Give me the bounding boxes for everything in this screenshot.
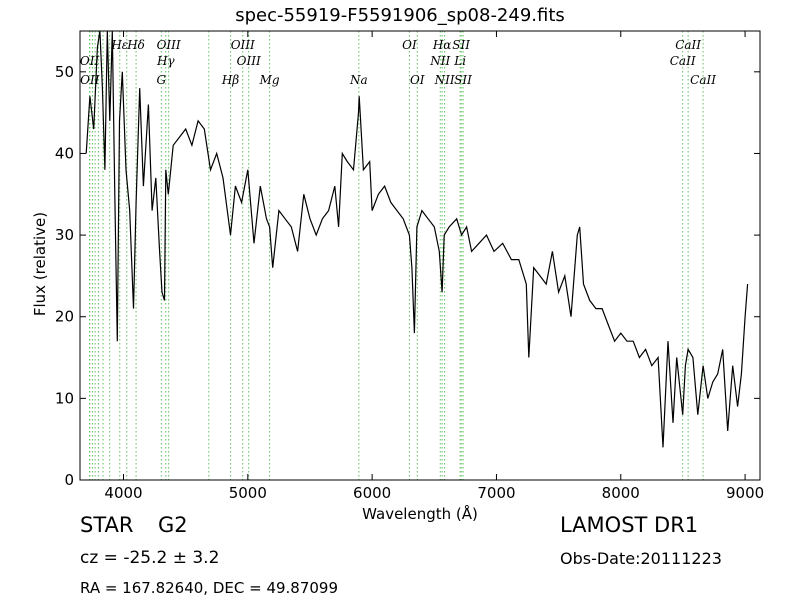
axis-ticks: 4000 5000 6000 7000 8000 9000 0 10 20 30 40 50 (55, 31, 764, 502)
line-marker-label: SII (454, 73, 472, 87)
line-marker-label: OI (402, 38, 417, 52)
line-marker-label: Na (349, 73, 368, 87)
x-tick-label: 5000 (229, 484, 267, 502)
y-tick-label: 20 (55, 308, 74, 326)
y-tick-label: 50 (55, 63, 74, 81)
line-marker-label: Mg (259, 73, 280, 87)
x-tick-label: 4000 (104, 484, 142, 502)
line-marker-label: OIII (237, 54, 261, 68)
line-marker-label: SII (452, 38, 470, 52)
line-marker-label: Hγ (156, 54, 175, 68)
line-marker-label: OII (80, 73, 100, 87)
spectrum-series-line (85, 30, 749, 448)
line-marker-label: OI (410, 73, 425, 87)
line-marker-label: CaII (675, 38, 701, 52)
y-tick-label: 0 (64, 471, 74, 489)
plot-frame (79, 30, 761, 481)
y-tick-label: 40 (55, 144, 74, 162)
y-axis-label: Flux (relative) (31, 211, 49, 317)
line-marker-label: Li (453, 54, 466, 68)
observation-date-text: Obs-Date:20111223 (560, 549, 722, 568)
line-marker-label: CaII (670, 54, 696, 68)
x-tick-label: 9000 (726, 484, 764, 502)
line-marker-label: Hδ (126, 38, 145, 52)
line-marker-label: Hα (432, 38, 452, 52)
x-tick-label: 6000 (353, 484, 391, 502)
line-marker-layer (89, 31, 704, 480)
y-tick-label: 10 (55, 389, 74, 407)
x-tick-label: 8000 (602, 484, 640, 502)
line-marker-label: CaII (690, 73, 716, 87)
x-tick-label: 7000 (477, 484, 515, 502)
line-marker-label: OII (80, 54, 100, 68)
x-axis-label: Wavelength (Å) (362, 505, 478, 523)
line-marker-label: G (157, 73, 167, 87)
line-marker-label: Hε (110, 38, 128, 52)
redshift-text: cz = -25.2 ± 3.2 (80, 548, 220, 568)
line-marker-label: OIII (231, 38, 255, 52)
line-marker-label: OIII (157, 38, 181, 52)
coordinates-text: RA = 167.82640, DEC = 49.87099 (80, 579, 339, 597)
y-tick-label: 30 (55, 226, 74, 244)
chart-title: spec-55919-F5591906_sp08-249.fits (235, 5, 565, 26)
line-marker-label: NII (434, 73, 455, 87)
line-marker-label: NII (429, 54, 450, 68)
object-subclass-text: G2 (158, 513, 188, 537)
object-class-text: STAR (80, 513, 134, 537)
line-marker-label: Hβ (221, 73, 239, 87)
survey-name-text: LAMOST DR1 (560, 513, 699, 537)
